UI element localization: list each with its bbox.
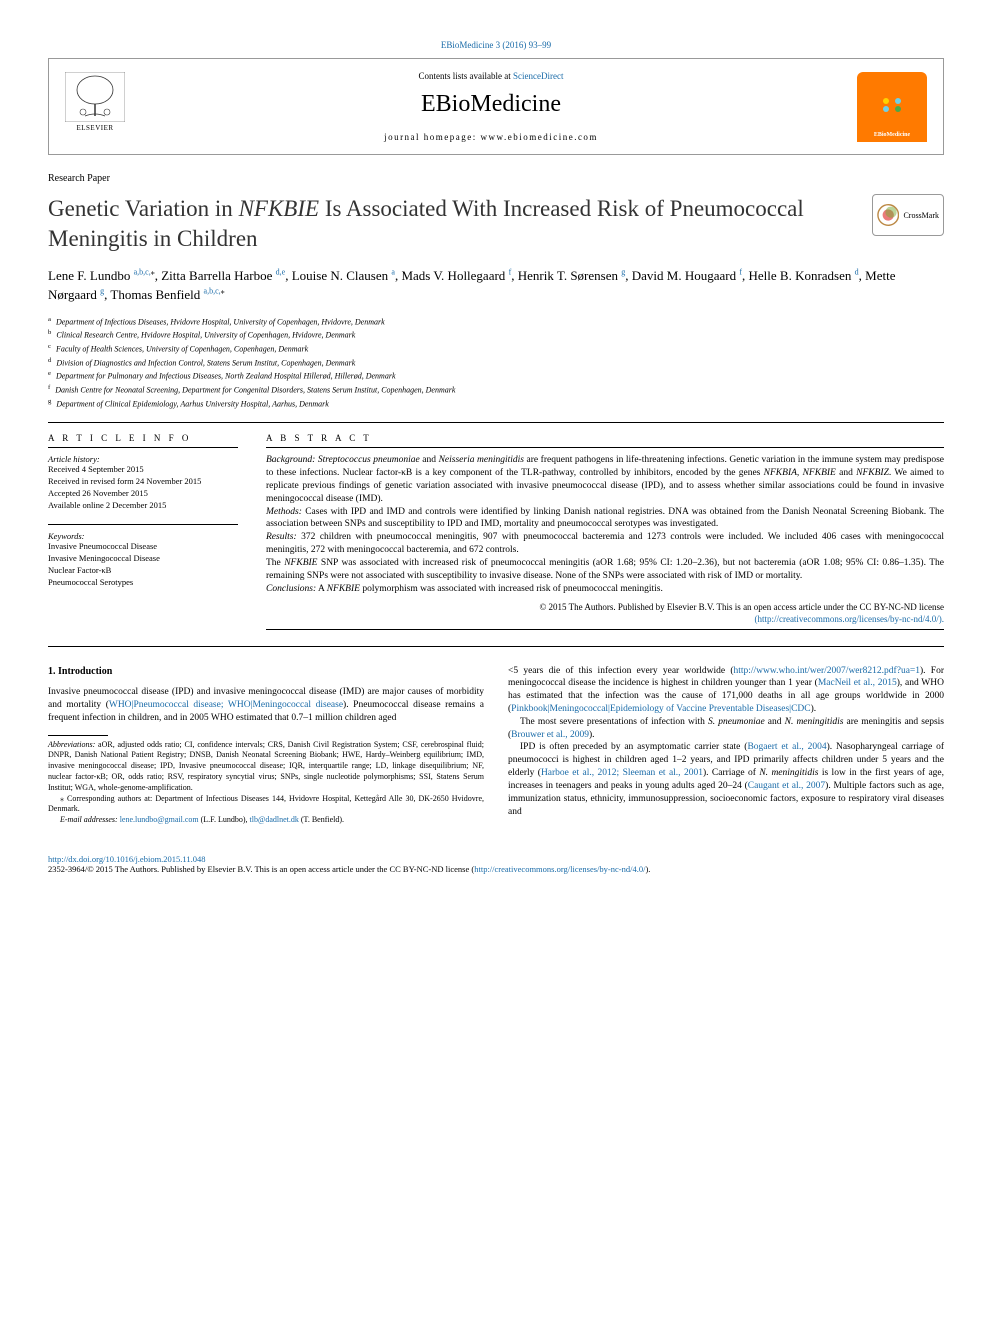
corr-text: Corresponding authors at: Department of … bbox=[48, 794, 484, 814]
history-item: Received 4 September 2015 bbox=[48, 464, 238, 476]
affiliation-line: d Division of Diagnostics and Infection … bbox=[48, 356, 944, 370]
divider bbox=[48, 422, 944, 423]
cover-dots-icon bbox=[880, 96, 904, 114]
email2-link[interactable]: tlb@dadlnet.dk bbox=[250, 815, 299, 824]
doi-link[interactable]: http://dx.doi.org/10.1016/j.ebiom.2015.1… bbox=[48, 854, 206, 864]
emails: E-mail addresses: lene.lundbo@gmail.com … bbox=[48, 815, 484, 826]
copyright-text: © 2015 The Authors. Published by Elsevie… bbox=[539, 602, 944, 612]
affiliations: a Department of Infectious Diseases, Hvi… bbox=[48, 315, 944, 411]
keyword-item: Nuclear Factor-κB bbox=[48, 565, 238, 577]
affiliation-line: e Department for Pulmonary and Infectiou… bbox=[48, 369, 944, 383]
keywords-items: Invasive Pneumococcal DiseaseInvasive Me… bbox=[48, 541, 238, 589]
concl-text: A NFKBIE polymorphism was associated wit… bbox=[316, 584, 663, 594]
journal-cover-icon[interactable]: EBioMedicine bbox=[857, 72, 927, 142]
journal-name: EBioMedicine bbox=[125, 91, 857, 118]
affiliation-line: c Faculty of Health Sciences, University… bbox=[48, 342, 944, 356]
concl-label: Conclusions: bbox=[266, 584, 316, 594]
email-label: E-mail addresses: bbox=[60, 815, 118, 824]
article-type: Research Paper bbox=[48, 173, 944, 184]
history-label: Article history: bbox=[48, 454, 238, 464]
abstract-body: Background: Streptococcus pneumoniae and… bbox=[266, 454, 944, 595]
journal-citation: EBioMedicine 3 (2016) 93–99 bbox=[48, 40, 944, 50]
license-text: 2352-3964/© 2015 The Authors. Published … bbox=[48, 864, 474, 874]
crossmark-icon bbox=[877, 203, 899, 227]
abbrev-text: aOR, adjusted odds ratio; CI, confidence… bbox=[48, 740, 484, 792]
title-gene: NFKBIE bbox=[239, 196, 320, 221]
info-rule bbox=[48, 447, 238, 448]
license-line: 2352-3964/© 2015 The Authors. Published … bbox=[48, 864, 944, 874]
homepage-url: www.ebiomedicine.com bbox=[481, 132, 598, 142]
crossmark-label: CrossMark bbox=[903, 211, 939, 220]
elsevier-tree-icon bbox=[65, 72, 125, 122]
corresponding: ⁎ Corresponding authors at: Department o… bbox=[48, 794, 484, 816]
footnotes: Abbreviations: aOR, adjusted odds ratio;… bbox=[48, 735, 484, 826]
methods-label: Methods: bbox=[266, 507, 302, 517]
results-label: Results: bbox=[266, 532, 297, 542]
license-suffix: ). bbox=[645, 864, 650, 874]
bg-text: Streptococcus pneumoniae and Neisseria m… bbox=[266, 455, 944, 503]
keywords-label: Keywords: bbox=[48, 531, 238, 541]
intro-heading: 1. Introduction bbox=[48, 665, 484, 679]
journal-citation-link[interactable]: EBioMedicine 3 (2016) 93–99 bbox=[441, 40, 551, 50]
copyright: © 2015 The Authors. Published by Elsevie… bbox=[266, 601, 944, 625]
contents-prefix: Contents lists available at bbox=[419, 71, 513, 81]
journal-header: ELSEVIER Contents lists available at Sci… bbox=[48, 58, 944, 155]
abbreviations: Abbreviations: aOR, adjusted odds ratio;… bbox=[48, 740, 484, 794]
right-column: <5 years die of this infection every yea… bbox=[508, 665, 944, 826]
license-url[interactable]: http://creativecommons.org/licenses/by-n… bbox=[474, 864, 645, 874]
abstract-heading: A B S T R A C T bbox=[266, 433, 944, 443]
history-item: Accepted 26 November 2015 bbox=[48, 488, 238, 500]
kw-rule bbox=[48, 524, 238, 525]
affiliation-line: f Danish Centre for Neonatal Screening, … bbox=[48, 383, 944, 397]
affiliation-line: b Clinical Research Centre, Hvidovre Hos… bbox=[48, 328, 944, 342]
results-text: 372 children with pneumococcal meningiti… bbox=[266, 532, 944, 555]
article-info-heading: A R T I C L E I N F O bbox=[48, 433, 238, 443]
results2-text: The NFKBIE SNP was associated with incre… bbox=[266, 558, 944, 581]
footnote-rule bbox=[48, 735, 108, 736]
email1-link[interactable]: lene.lundbo@gmail.com bbox=[120, 815, 199, 824]
abstract: A B S T R A C T Background: Streptococcu… bbox=[266, 433, 944, 635]
elsevier-label: ELSEVIER bbox=[76, 124, 113, 132]
article-info: A R T I C L E I N F O Article history: R… bbox=[48, 433, 238, 635]
intro-p1: Invasive pneumococcal disease (IPD) and … bbox=[48, 686, 484, 724]
keyword-item: Invasive Meningococcal Disease bbox=[48, 553, 238, 565]
history-items: Received 4 September 2015Received in rev… bbox=[48, 464, 238, 512]
body-columns: 1. Introduction Invasive pneumococcal di… bbox=[48, 665, 944, 826]
crossmark-badge[interactable]: CrossMark bbox=[872, 194, 944, 236]
divider-2 bbox=[48, 646, 944, 647]
right-p2: The most severe presentations of infecti… bbox=[508, 716, 944, 742]
elsevier-logo[interactable]: ELSEVIER bbox=[65, 72, 125, 142]
history-item: Available online 2 December 2015 bbox=[48, 500, 238, 512]
methods-text: Cases with IPD and IMD and controls were… bbox=[266, 507, 944, 530]
left-column: 1. Introduction Invasive pneumococcal di… bbox=[48, 665, 484, 826]
cover-label: EBioMedicine bbox=[874, 132, 910, 138]
homepage-label: journal homepage: bbox=[384, 132, 480, 142]
abstract-bottom-rule bbox=[266, 629, 944, 630]
affiliation-line: g Department of Clinical Epidemiology, A… bbox=[48, 397, 944, 411]
journal-homepage: journal homepage: www.ebiomedicine.com bbox=[125, 132, 857, 142]
affiliation-line: a Department of Infectious Diseases, Hvi… bbox=[48, 315, 944, 329]
bg-label: Background: bbox=[266, 455, 315, 465]
email2-who: (T. Benfield). bbox=[299, 815, 344, 824]
keyword-item: Pneumococcal Serotypes bbox=[48, 577, 238, 589]
license-link[interactable]: (http://creativecommons.org/licenses/by-… bbox=[754, 614, 944, 624]
authors-list: Lene F. Lundbo a,b,c,⁎, Zitta Barrella H… bbox=[48, 266, 944, 305]
title-pre: Genetic Variation in bbox=[48, 196, 239, 221]
email1-who: (L.F. Lundbo), bbox=[199, 815, 250, 824]
abstract-rule bbox=[266, 447, 944, 448]
article-title: Genetic Variation in NFKBIE Is Associate… bbox=[48, 194, 852, 254]
abbrev-label: Abbreviations: bbox=[48, 740, 95, 749]
history-item: Received in revised form 24 November 201… bbox=[48, 476, 238, 488]
right-p3: IPD is often preceded by an asymptomatic… bbox=[508, 741, 944, 818]
keyword-item: Invasive Pneumococcal Disease bbox=[48, 541, 238, 553]
right-p1: <5 years die of this infection every yea… bbox=[508, 665, 944, 716]
doi-line: http://dx.doi.org/10.1016/j.ebiom.2015.1… bbox=[48, 854, 944, 864]
contents-available: Contents lists available at ScienceDirec… bbox=[125, 71, 857, 81]
sciencedirect-link[interactable]: ScienceDirect bbox=[513, 71, 563, 81]
